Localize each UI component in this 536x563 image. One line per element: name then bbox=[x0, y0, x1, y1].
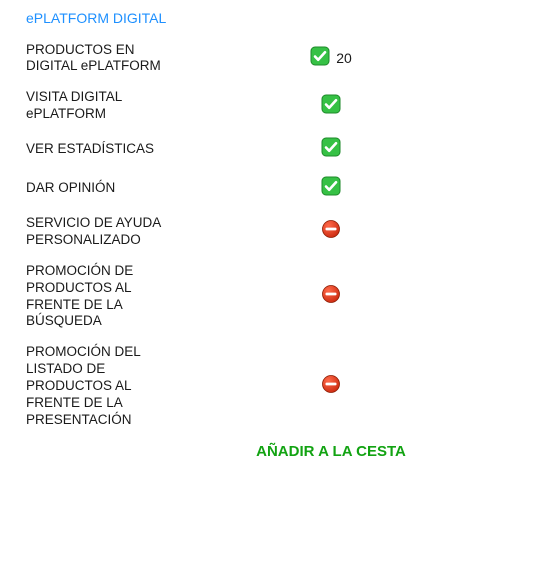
feature-label: PROMOCIÓN DEL LISTADO DE PRODUCTOS AL FR… bbox=[26, 344, 186, 428]
feature-label: PROMOCIÓN DE PRODUCTOS AL FRENTE DE LA B… bbox=[26, 263, 186, 331]
feature-table: ePLATFORM DIGITAL PRODUCTOS EN DIGITAL e… bbox=[0, 0, 536, 563]
feature-row: PROMOCIÓN DE PRODUCTOS AL FRENTE DE LA B… bbox=[26, 263, 536, 331]
feature-label: VER ESTADÍSTICAS bbox=[26, 141, 186, 158]
feature-label: DAR OPINIÓN bbox=[26, 180, 186, 197]
cta-row: AÑADIR A LA CESTA bbox=[26, 443, 536, 462]
feature-value bbox=[186, 284, 536, 309]
feature-row: DAR OPINIÓN bbox=[26, 176, 536, 201]
feature-row: VISITA DIGITAL ePLATFORM bbox=[26, 89, 536, 123]
feature-label: SERVICIO DE AYUDA PERSONALIZADO bbox=[26, 215, 186, 249]
deny-icon bbox=[321, 219, 341, 244]
feature-value bbox=[186, 374, 536, 399]
section-title: ePLATFORM DIGITAL bbox=[26, 10, 186, 28]
check-icon bbox=[310, 46, 330, 71]
check-icon bbox=[321, 137, 341, 162]
feature-value: 20 bbox=[186, 46, 536, 71]
feature-label: PRODUCTOS EN DIGITAL ePLATFORM bbox=[26, 42, 186, 76]
feature-value bbox=[186, 176, 536, 201]
deny-icon bbox=[321, 374, 341, 399]
feature-value bbox=[186, 219, 536, 244]
feature-row: PROMOCIÓN DEL LISTADO DE PRODUCTOS AL FR… bbox=[26, 344, 536, 428]
check-icon bbox=[321, 176, 341, 201]
feature-count: 20 bbox=[336, 50, 352, 66]
feature-row: SERVICIO DE AYUDA PERSONALIZADO bbox=[26, 215, 536, 249]
add-to-cart-link[interactable]: AÑADIR A LA CESTA bbox=[186, 443, 536, 462]
feature-rows: PRODUCTOS EN DIGITAL ePLATFORM 20 VISITA … bbox=[26, 42, 536, 429]
feature-value bbox=[186, 94, 536, 119]
feature-label: VISITA DIGITAL ePLATFORM bbox=[26, 89, 186, 123]
deny-icon bbox=[321, 284, 341, 309]
feature-row: VER ESTADÍSTICAS bbox=[26, 137, 536, 162]
feature-row: PRODUCTOS EN DIGITAL ePLATFORM 20 bbox=[26, 42, 536, 76]
check-icon bbox=[321, 94, 341, 119]
feature-value bbox=[186, 137, 536, 162]
